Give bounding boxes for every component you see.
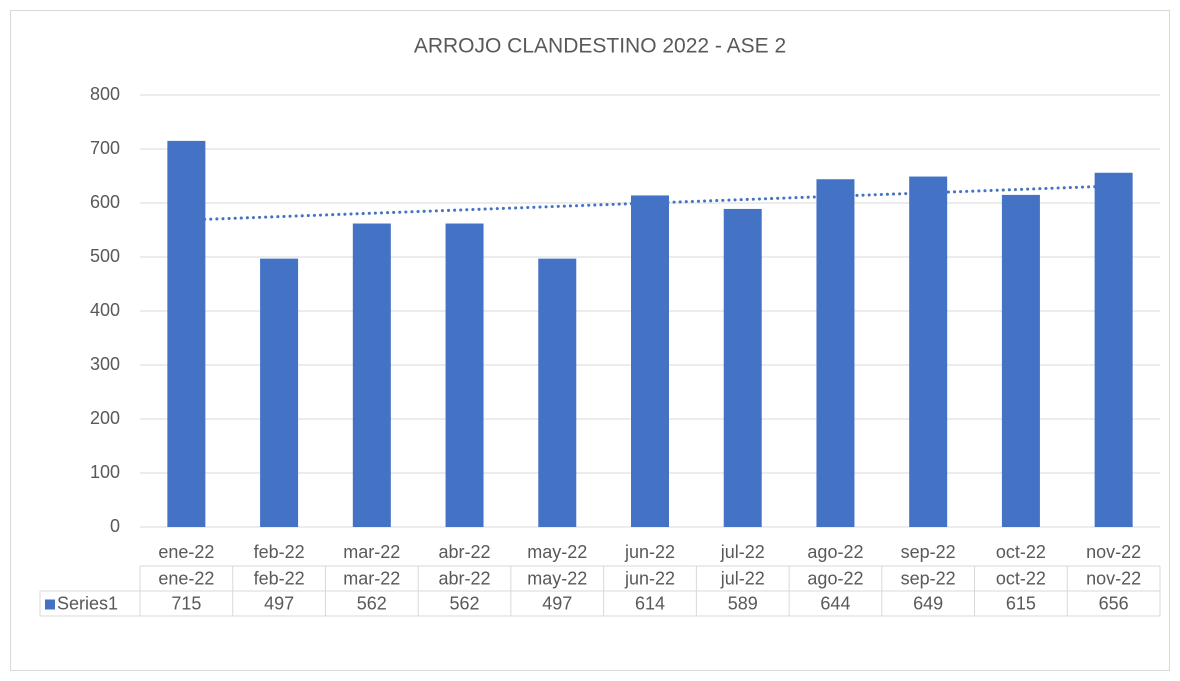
table-value: 562: [357, 593, 387, 613]
table-header: feb-22: [254, 568, 305, 588]
bar: [816, 179, 855, 528]
table-value: 615: [1006, 593, 1036, 613]
table-header: abr-22: [439, 568, 491, 588]
table-value: 562: [450, 593, 480, 613]
x-tick-label: sep-22: [901, 542, 956, 562]
table-header: may-22: [527, 568, 587, 588]
table-value: 589: [728, 593, 758, 613]
table-header: jul-22: [720, 568, 765, 588]
table-header: ago-22: [807, 568, 863, 588]
bar: [260, 258, 299, 527]
table-header: oct-22: [996, 568, 1046, 588]
y-tick-label: 200: [90, 408, 120, 428]
table-header: sep-22: [901, 568, 956, 588]
x-tick-label: nov-22: [1086, 542, 1141, 562]
y-tick-label: 300: [90, 354, 120, 374]
table-header: jun-22: [624, 568, 675, 588]
y-tick-label: 700: [90, 138, 120, 158]
table-value: 649: [913, 593, 943, 613]
chart-title: ARROJO CLANDESTINO 2022 - ASE 2: [414, 35, 786, 58]
y-tick-label: 500: [90, 246, 120, 266]
bar: [631, 195, 669, 527]
x-tick-label: abr-22: [439, 542, 491, 562]
y-tick-label: 0: [110, 516, 120, 536]
bar: [909, 176, 948, 528]
x-tick-label: mar-22: [343, 542, 400, 562]
table-value: 715: [171, 593, 201, 613]
bar: [538, 258, 577, 527]
bar: [352, 223, 391, 527]
table-value: 644: [820, 593, 850, 613]
table-value: 497: [542, 593, 572, 613]
legend-label: Series1: [57, 593, 118, 613]
x-tick-label: feb-22: [254, 542, 305, 562]
y-tick-label: 800: [90, 84, 120, 104]
bar: [723, 208, 762, 527]
y-tick-label: 600: [90, 192, 120, 212]
bar: [1094, 172, 1133, 527]
table-header: nov-22: [1086, 568, 1141, 588]
x-tick-label: jun-22: [624, 542, 675, 562]
table-value: 497: [264, 593, 294, 613]
bar: [445, 223, 484, 527]
table-value: 614: [635, 593, 665, 613]
trendline: [184, 184, 1116, 222]
legend-swatch: [45, 599, 55, 610]
y-tick-label: 400: [90, 300, 120, 320]
table-header: mar-22: [343, 568, 400, 588]
table-header: ene-22: [158, 568, 214, 588]
x-tick-label: oct-22: [996, 542, 1046, 562]
x-tick-label: ago-22: [807, 542, 863, 562]
x-tick-label: may-22: [527, 542, 587, 562]
y-tick-label: 100: [90, 462, 120, 482]
x-tick-label: ene-22: [158, 542, 214, 562]
bar: [167, 140, 206, 527]
bar: [1001, 194, 1040, 527]
table-value: 656: [1099, 593, 1129, 613]
x-tick-label: jul-22: [720, 542, 765, 562]
